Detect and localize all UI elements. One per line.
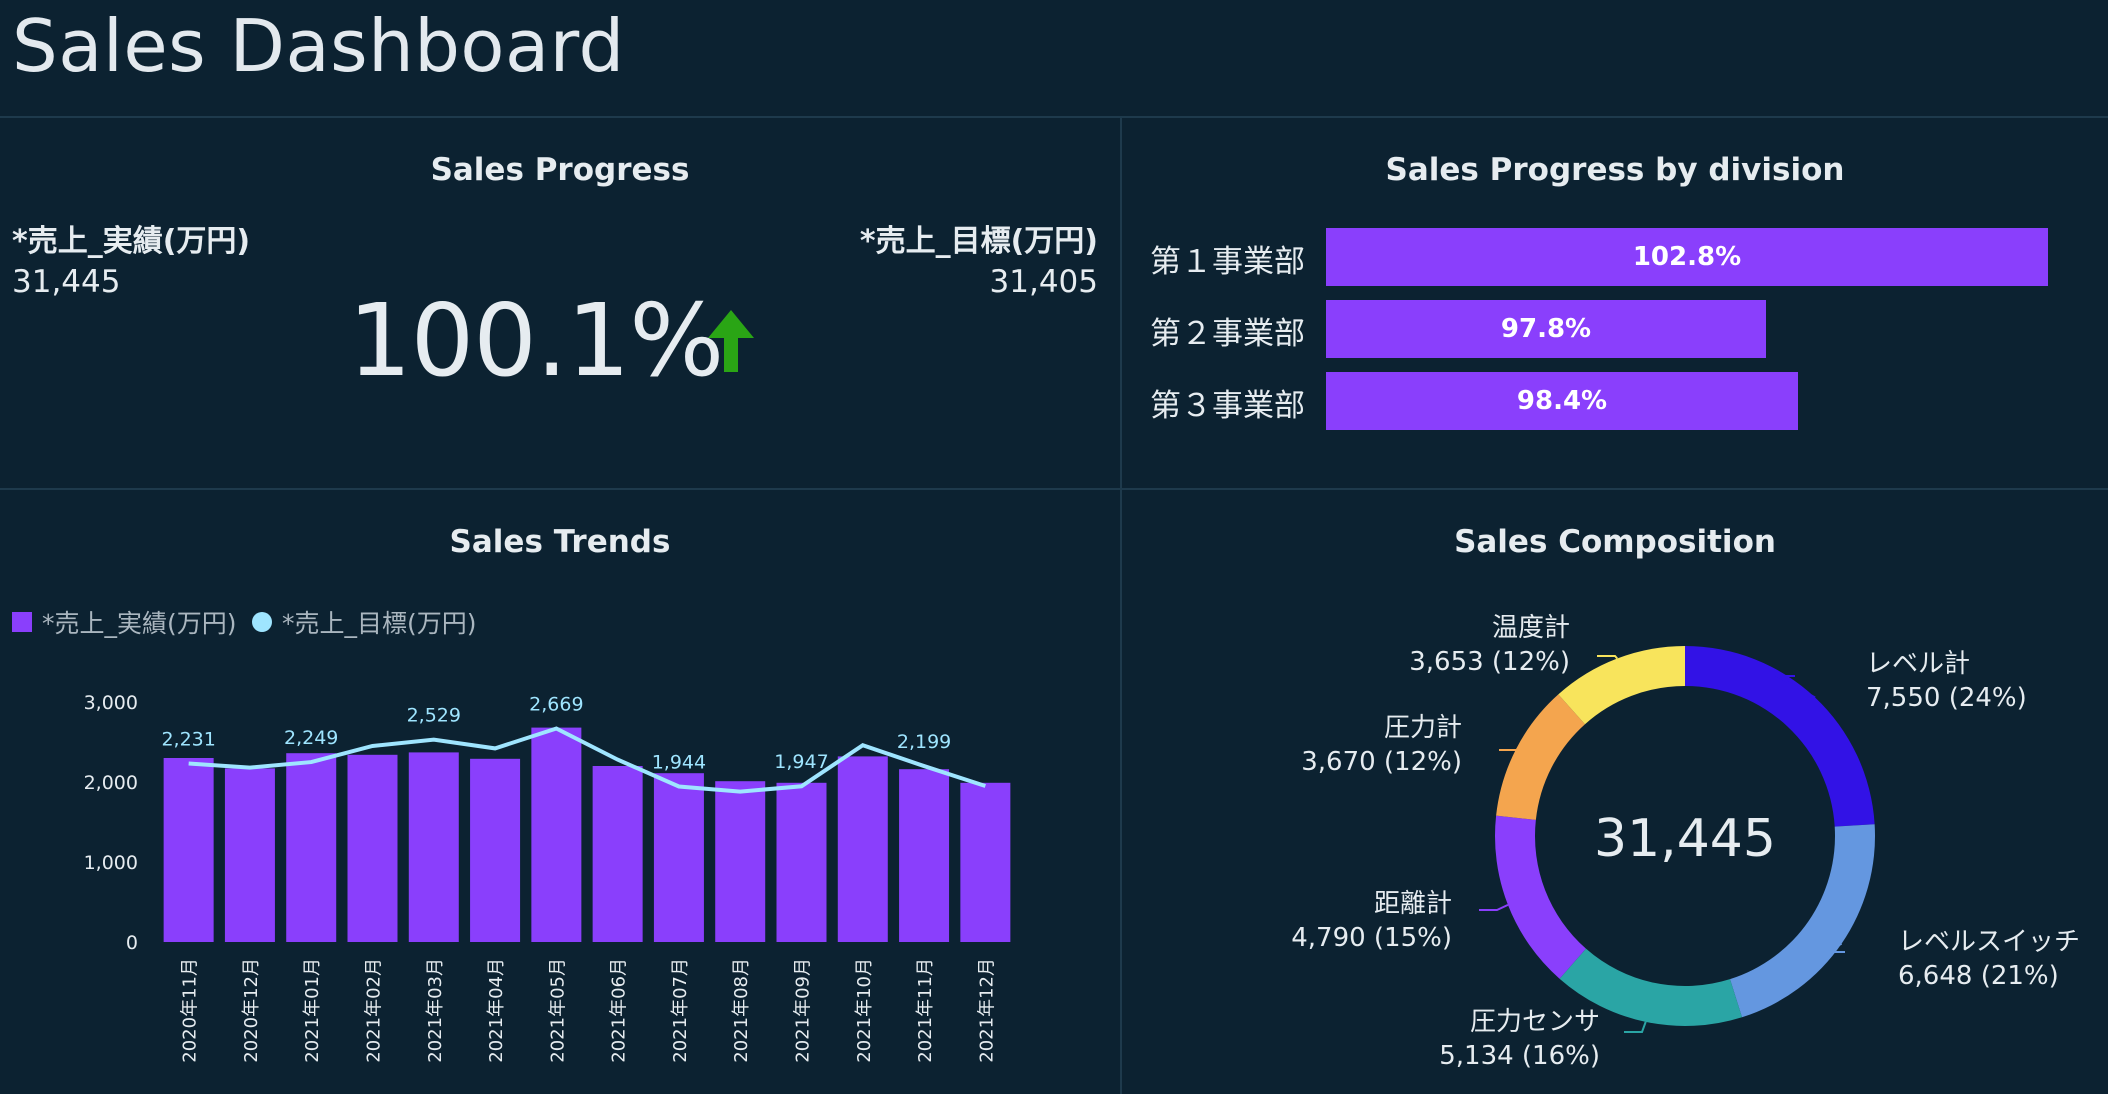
division-bar-2[interactable] [1326,300,1766,358]
actual-value: 31,445 [12,264,121,300]
header-divider [0,116,2108,118]
leader-line [1823,942,1845,953]
leader-line [1597,655,1618,660]
division-bar-label-1: 102.8% [1632,242,1742,272]
sales-composition-title: Sales Composition [1454,524,1776,560]
slice-value-label: 7,550 (24%) [1866,683,2027,713]
slice-value-label: 5,134 (16%) [1439,1041,1600,1071]
x-tick-label: 2020年12月 [241,958,262,1063]
leader-line [1773,675,1816,699]
division-bar-label-3: 98.4% [1516,386,1608,416]
data-label: 2,231 [161,729,215,751]
slice-value-label: 3,653 (12%) [1409,647,1570,677]
pie-slice [1729,824,1875,1018]
slice-name-label: 温度計 [1492,613,1570,643]
target-value: 31,405 [989,264,1098,300]
bar [347,754,398,942]
donut-center-total: 31,445 [1594,809,1776,869]
data-label: 2,529 [407,705,461,727]
trend-up-arrow-icon [708,310,754,372]
y-tick-label: 0 [126,932,138,954]
y-tick-label: 3,000 [84,692,138,714]
x-tick-label: 2021年06月 [609,958,630,1063]
actual-label: *売上_実績(万円) [12,224,251,259]
division-bar-1[interactable] [1326,228,2048,286]
pie-slice [1495,815,1586,979]
division-bar-3[interactable] [1326,372,1798,430]
legend-target[interactable]: *売上_目標(万円) [252,604,477,640]
slice-value-label: 6,648 (21%) [1898,961,2059,991]
legend-actual[interactable]: *売上_実績(万円) [12,604,237,640]
slice-value-label: 4,790 (15%) [1291,923,1452,953]
slice-name-label: 圧力計 [1384,713,1462,743]
division-bar-label-2: 97.8% [1500,314,1592,344]
division-label-1: 第１事業部 [1150,244,1305,280]
division-label-2: 第２事業部 [1150,316,1305,352]
bar [837,756,888,942]
slice-name-label: レベルスイッチ [1898,927,2080,957]
x-tick-label: 2021年10月 [854,958,875,1063]
bar [592,766,643,942]
bar [960,782,1011,942]
bar [224,768,275,942]
sales-progress-title: Sales Progress [430,152,690,188]
bar [408,752,459,942]
slice-value-label: 3,670 (12%) [1301,747,1462,777]
data-label: 1,944 [652,751,706,773]
data-label: 2,669 [529,693,583,715]
x-tick-label: 2021年12月 [976,958,997,1063]
division-title: Sales Progress by division [1385,152,1845,188]
bar [531,727,582,942]
target-label: *売上_目標(万円) [859,224,1098,259]
x-tick-label: 2021年02月 [364,958,385,1063]
pie-slice [1496,694,1585,820]
progress-percent: 100.1% [348,282,724,399]
page-title: Sales Dashboard [12,4,625,88]
sales-trends-chart: 0 1,000 2,000 3,000 2,231 2,249 2,529 2,669 1,94… [84,692,1011,1063]
x-tick-label: 2021年08月 [731,958,752,1063]
leader-line [1479,903,1509,911]
sales-composition-chart: レベル計 7,550 (24%) レベルスイッチ 6,648 (21%) 圧力センサ 5,… [1291,613,2080,1071]
bar [286,753,337,942]
target-line [188,726,986,794]
bar [163,758,214,942]
row-divider [0,488,2108,490]
data-label: 2,199 [897,731,951,753]
bar [776,782,827,942]
legend-target-label: *売上_目標(万円) [282,609,477,638]
x-tick-label: 2021年05月 [547,958,568,1063]
x-tick-label: 2020年11月 [180,958,201,1063]
legend-actual-swatch [12,612,32,632]
column-divider [1120,116,1122,1094]
bar [899,769,950,942]
y-tick-label: 2,000 [84,772,138,794]
x-tick-label: 2021年09月 [793,958,814,1063]
x-tick-label: 2021年11月 [915,958,936,1063]
legend-actual-label: *売上_実績(万円) [42,609,237,638]
leader-line [1499,748,1521,751]
data-label: 1,947 [774,751,828,773]
sales-trends-title: Sales Trends [449,524,671,560]
slice-name-label: 距離計 [1374,889,1452,919]
leader-line [1624,1021,1647,1033]
slice-name-label: レベル計 [1866,649,1970,679]
x-tick-label: 2021年01月 [302,958,323,1063]
slice-name-label: 圧力センサ [1470,1007,1600,1037]
x-tick-label: 2021年04月 [486,958,507,1063]
pie-slice [1685,646,1875,827]
x-tick-label: 2021年07月 [670,958,691,1063]
bar [715,781,766,942]
division-label-3: 第３事業部 [1150,388,1305,424]
bar [653,773,704,942]
legend-target-swatch [252,612,272,632]
bar [470,758,521,942]
y-tick-label: 1,000 [84,852,138,874]
pie-slice [1558,646,1685,725]
data-label: 2,249 [284,727,338,749]
x-tick-label: 2021年03月 [425,958,446,1063]
pie-slice [1559,948,1742,1026]
